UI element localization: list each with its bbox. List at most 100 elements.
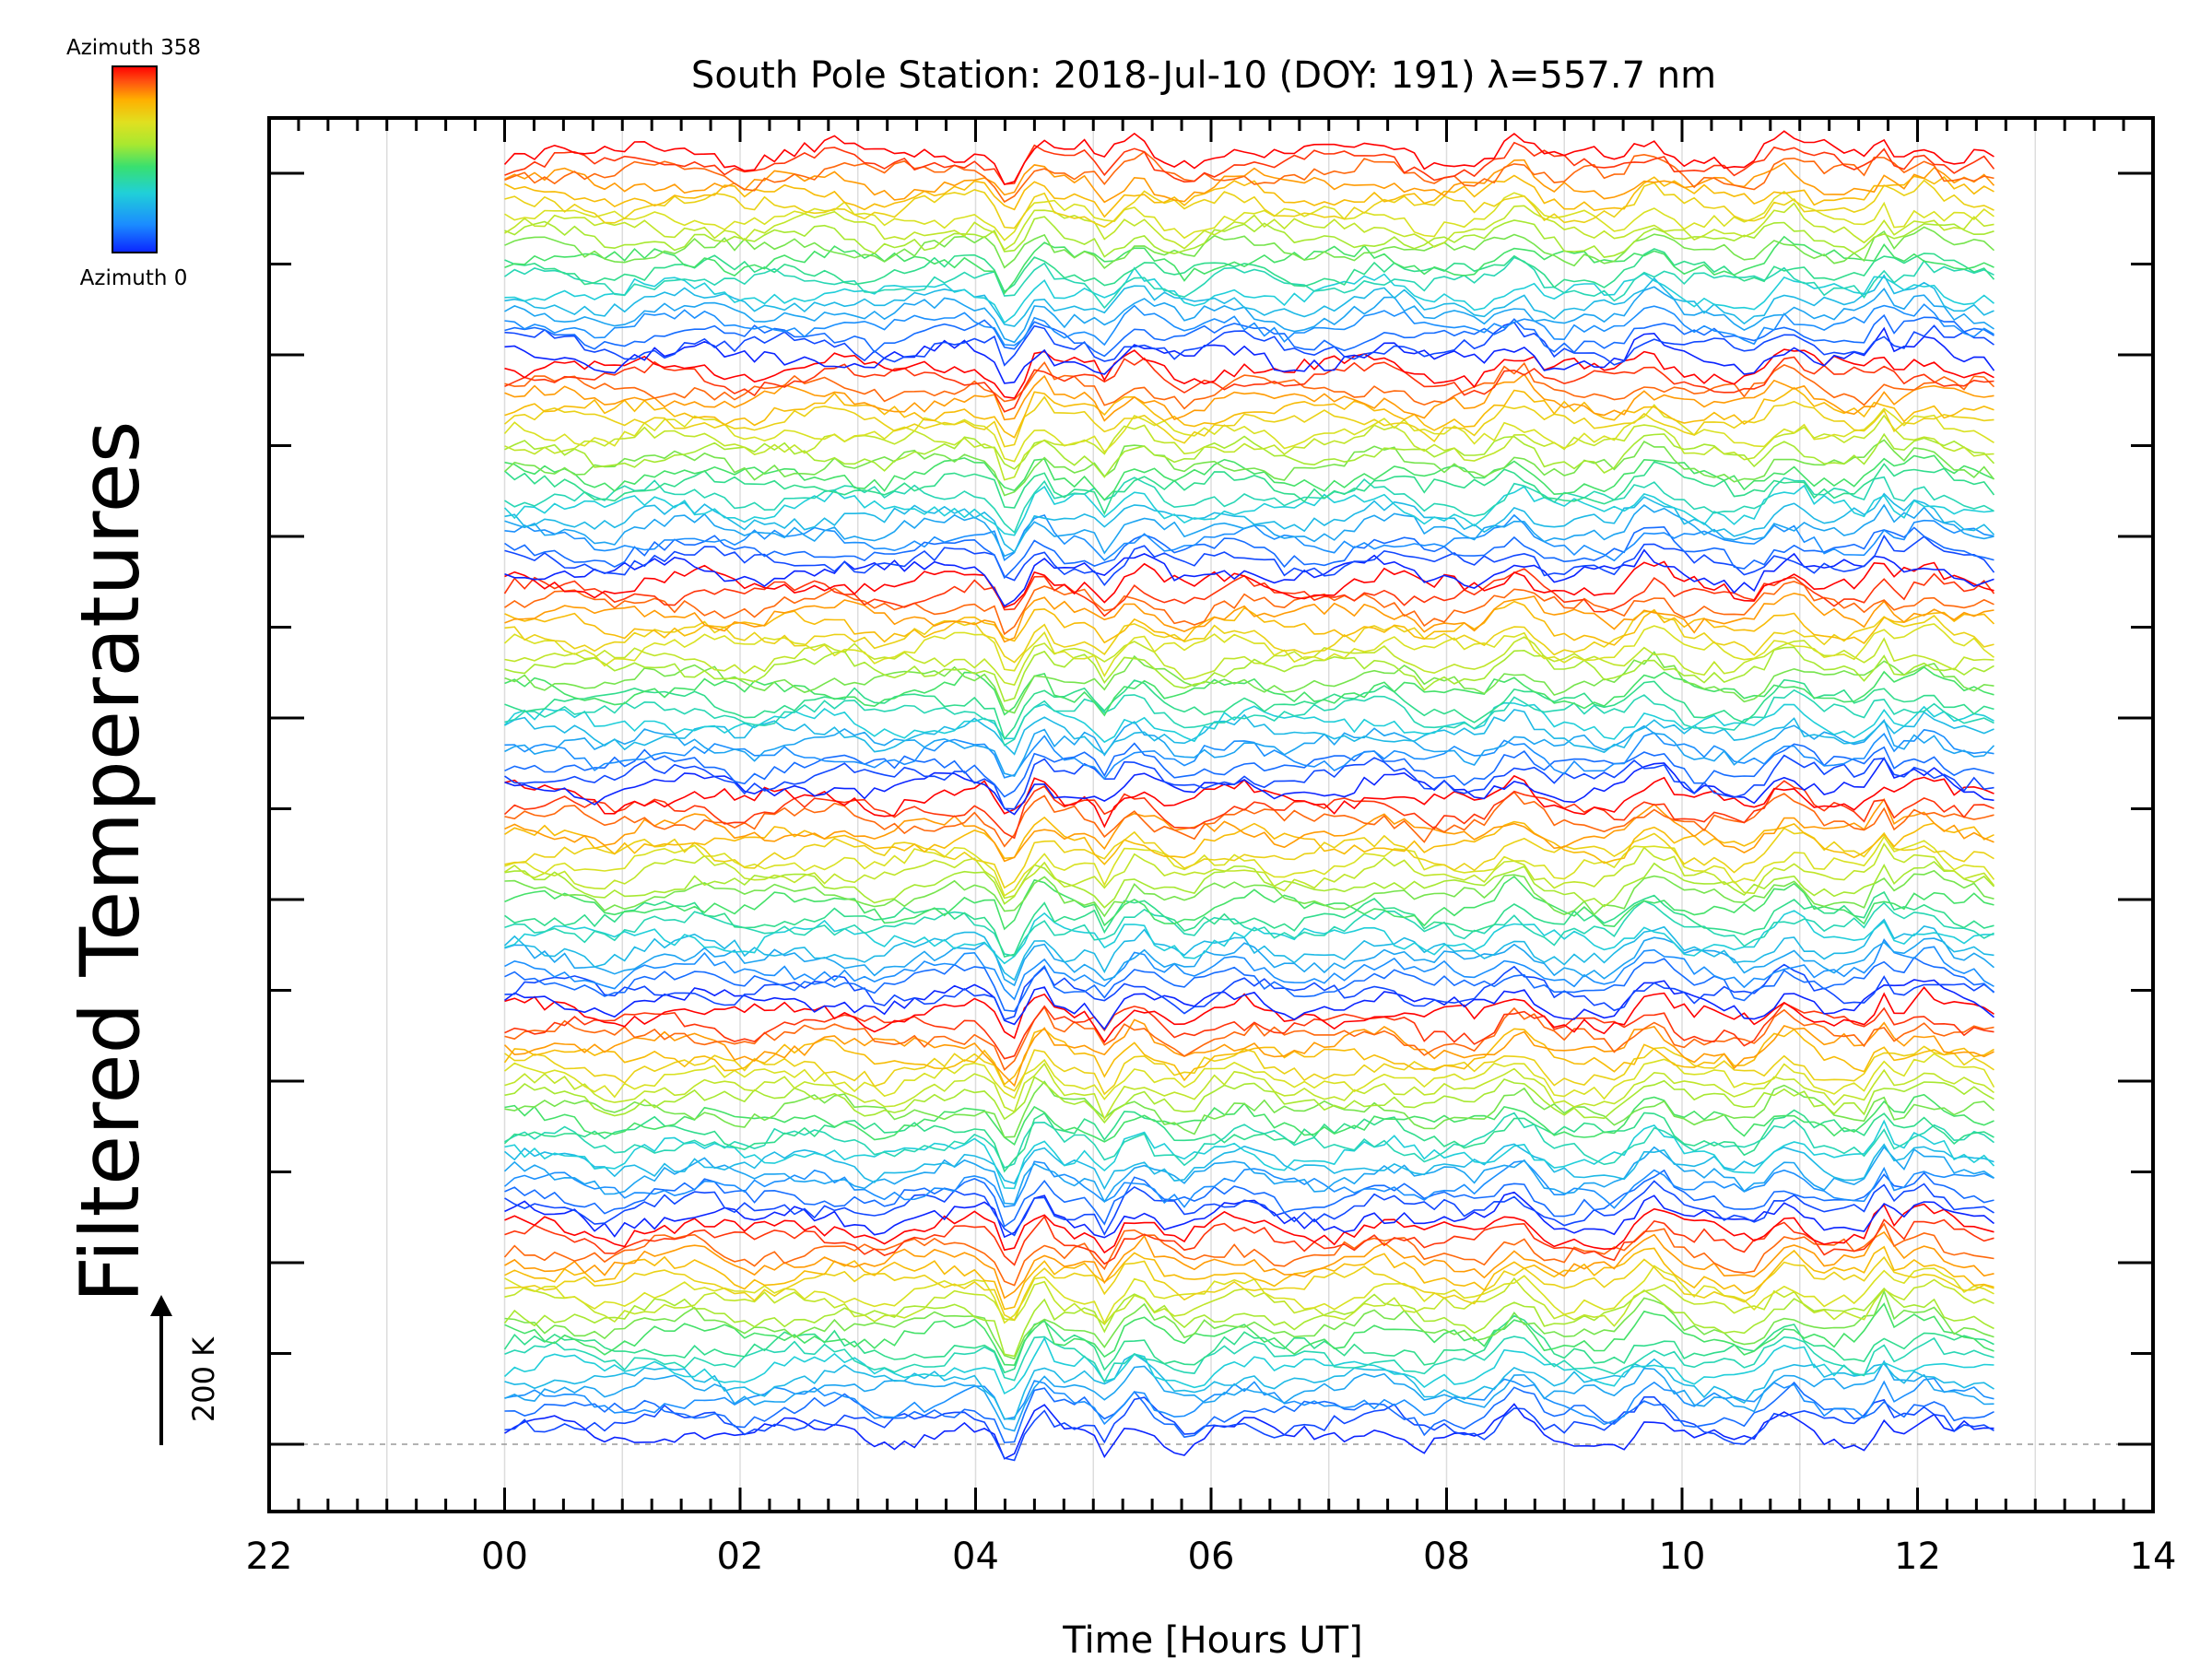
azimuth-series-line <box>503 701 1994 744</box>
azimuth-series-line <box>504 1255 1994 1322</box>
azimuth-series-line <box>504 1245 1994 1311</box>
azimuth-series-line <box>504 303 1994 347</box>
azimuth-series-line <box>504 842 1995 900</box>
azimuth-series-line <box>504 476 1994 535</box>
azimuth-series-line <box>503 461 1995 516</box>
azimuth-series-line <box>504 592 1994 643</box>
azimuth-series-line <box>504 356 1994 413</box>
azimuth-series-line <box>504 534 1995 586</box>
azimuth-series-line <box>504 910 1994 965</box>
azimuth-series-line <box>504 636 1994 687</box>
azimuth-series-line <box>504 869 1994 918</box>
x-tick-label: 10 <box>1659 1535 1706 1578</box>
azimuth-series-line <box>504 1112 1994 1170</box>
azimuth-series-line <box>504 1302 1994 1367</box>
azimuth-series-line <box>504 1359 1994 1432</box>
azimuth-series-line <box>504 548 1994 607</box>
azimuth-series-line <box>504 226 1995 270</box>
azimuth-series-line <box>504 963 1994 1021</box>
azimuth-series-line <box>504 321 1994 367</box>
azimuth-series-line <box>503 1018 1994 1088</box>
x-tick-labels: 22 00 02 04 06 08 10 12 14 <box>246 1535 2177 1578</box>
azimuth-series-line <box>504 202 1994 252</box>
azimuth-series-line <box>504 835 1995 897</box>
azimuth-series-line <box>504 414 1994 481</box>
azimuth-series-line <box>504 938 1994 1001</box>
azimuth-series-line <box>504 256 1994 310</box>
azimuth-series-line <box>504 326 1995 384</box>
azimuth-series-line <box>504 1230 1994 1300</box>
azimuth-series-line <box>504 754 1994 810</box>
azimuth-series-line <box>504 150 1994 204</box>
azimuth-series-line <box>504 454 1994 501</box>
azimuth-series-line <box>504 141 1995 185</box>
colorbar: Azimuth 358 Azimuth 0 <box>66 36 201 290</box>
azimuth-series-line <box>504 665 1994 717</box>
azimuth-series-line <box>503 1146 1994 1206</box>
azimuth-series-line <box>504 956 1995 1013</box>
azimuth-series-line <box>504 492 1995 553</box>
axis-ticks <box>267 118 2155 1512</box>
azimuth-series-line <box>504 1119 1995 1190</box>
azimuth-series-line <box>504 1353 1994 1420</box>
azimuth-series-line <box>504 1265 1994 1325</box>
azimuth-series-line <box>504 646 1994 702</box>
azimuth-series-line <box>504 610 1994 664</box>
azimuth-series-line <box>503 130 1994 185</box>
azimuth-series-line <box>504 986 1994 1044</box>
azimuth-series-line <box>503 1287 1994 1358</box>
azimuth-series-line <box>504 979 1995 1030</box>
azimuth-series-line <box>503 568 1995 618</box>
azimuth-series-line <box>504 1093 1994 1147</box>
azimuth-series-line <box>503 395 1994 448</box>
x-tick-label: 06 <box>1188 1535 1235 1578</box>
azimuth-series-line <box>504 560 1994 609</box>
azimuth-series-line <box>504 386 1994 439</box>
colorbar-bottom-label: Azimuth 0 <box>80 266 188 290</box>
azimuth-series-line <box>504 159 1995 204</box>
azimuth-series-line <box>504 875 1994 931</box>
azimuth-series-line <box>504 1002 1994 1060</box>
series-group <box>503 130 1995 1462</box>
azimuth-series-line <box>504 861 1995 909</box>
azimuth-series-line <box>504 688 1994 747</box>
azimuth-series-line <box>504 1215 1994 1266</box>
azimuth-series-line <box>503 780 1994 840</box>
azimuth-series-line <box>504 1277 1994 1327</box>
azimuth-series-line <box>503 484 1994 536</box>
azimuth-series-line <box>504 190 1994 241</box>
azimuth-series-line <box>504 797 1994 863</box>
azimuth-series-line <box>503 1109 1994 1173</box>
azimuth-series-line <box>504 525 1994 580</box>
x-axis-label: Time [Hours UT] <box>1062 1619 1362 1659</box>
azimuth-series-line <box>503 1336 1994 1395</box>
azimuth-series-line <box>504 248 1995 293</box>
x-tick-label: 14 <box>2130 1535 2177 1578</box>
azimuth-series-line <box>504 827 1994 889</box>
x-tick-label: 08 <box>1423 1535 1470 1578</box>
azimuth-series-line <box>504 1335 1994 1384</box>
scale-bar: 200 K <box>150 1295 221 1445</box>
azimuth-series-line <box>504 757 1994 816</box>
azimuth-series-line <box>504 1169 1994 1228</box>
azimuth-series-line <box>503 918 1994 982</box>
azimuth-series-line <box>504 791 1994 848</box>
y-axis-label: Filtered Temperatures <box>63 420 158 1302</box>
azimuth-series-line <box>504 1006 1994 1071</box>
azimuth-series-line <box>504 581 1994 636</box>
azimuth-series-line <box>504 503 1994 558</box>
azimuth-series-line <box>504 774 1994 829</box>
scale-bar-arrowhead <box>150 1295 172 1316</box>
x-tick-label: 02 <box>717 1535 764 1578</box>
azimuth-series-line <box>503 404 1994 463</box>
azimuth-series-line <box>504 1403 1994 1460</box>
azimuth-series-line <box>504 235 1994 295</box>
azimuth-series-line <box>503 1222 1994 1287</box>
x-tick-label: 04 <box>952 1535 999 1578</box>
azimuth-series-line <box>503 1028 1994 1086</box>
azimuth-series-line <box>504 216 1994 258</box>
colorbar-gradient <box>112 65 158 253</box>
azimuth-series-line <box>504 816 1994 865</box>
azimuth-series-line <box>503 1314 1994 1374</box>
